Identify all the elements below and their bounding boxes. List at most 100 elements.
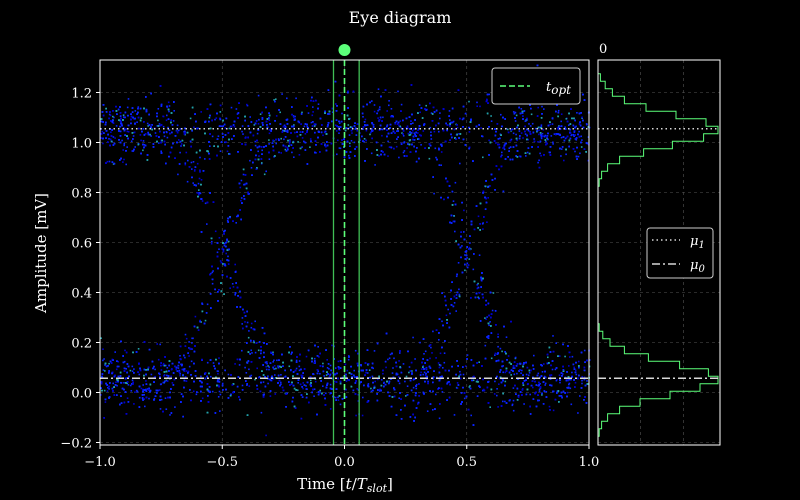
trace-sample (498, 143, 501, 146)
trace-sample (328, 113, 331, 115)
trace-sample (476, 101, 478, 104)
trace-sample (348, 355, 350, 357)
trace-sample (513, 113, 516, 115)
trace-sample (378, 155, 380, 157)
trace-sample (192, 337, 194, 340)
trace-sample (165, 379, 168, 382)
trace-sample (406, 147, 408, 149)
trace-sample (179, 151, 181, 154)
trace-sample (226, 150, 229, 153)
trace-sample (311, 114, 314, 117)
trace-sample (367, 383, 370, 385)
trace-sample (134, 146, 136, 148)
trace-sample (112, 136, 115, 138)
trace-sample (581, 375, 583, 378)
trace-sample (554, 368, 557, 371)
trace-sample (472, 268, 475, 271)
trace-sample (575, 373, 578, 376)
trace-sample (147, 125, 149, 127)
trace-sample (378, 120, 380, 122)
trace-sample (329, 373, 332, 376)
trace-sample (550, 135, 553, 137)
trace-sample (180, 143, 183, 145)
trace-sample (428, 157, 431, 160)
trace-sample (314, 131, 316, 134)
trace-sample (170, 375, 172, 378)
trace-sample (251, 352, 253, 354)
trace-sample (317, 370, 319, 372)
trace-sample (279, 365, 281, 368)
trace-sample (426, 410, 429, 412)
trace-sample (419, 134, 421, 136)
trace-sample (496, 394, 498, 397)
trace-sample (400, 103, 403, 106)
trace-sample (267, 375, 269, 377)
trace-sample (412, 386, 415, 389)
trace-sample (512, 387, 515, 389)
trace-sample (537, 141, 539, 143)
trace-sample (224, 127, 227, 129)
trace-sample (178, 139, 180, 141)
trace-sample (280, 383, 282, 386)
trace-sample (570, 378, 572, 381)
trace-sample (408, 371, 410, 374)
trace-sample (246, 103, 248, 106)
trace-sample (521, 369, 523, 372)
trace-sample (415, 387, 418, 390)
trace-sample (223, 244, 226, 247)
trace-sample (274, 374, 276, 376)
trace-sample (468, 246, 471, 249)
trace-sample (538, 399, 540, 402)
trace-sample (482, 389, 484, 392)
trace-sample (296, 389, 299, 391)
trace-sample (246, 104, 249, 107)
trace-sample (329, 393, 331, 395)
trace-sample (334, 367, 337, 369)
trace-sample (370, 390, 373, 393)
trace-sample (301, 137, 304, 139)
trace-sample (571, 355, 574, 358)
trace-sample (329, 383, 332, 386)
trace-sample (498, 383, 500, 385)
trace-sample (224, 263, 226, 265)
trace-sample (268, 119, 271, 121)
trace-sample (184, 162, 187, 164)
trace-sample (138, 396, 141, 399)
trace-sample (482, 228, 484, 230)
trace-sample (146, 122, 149, 125)
trace-sample (546, 137, 548, 140)
trace-sample (257, 150, 259, 153)
trace-sample (336, 153, 338, 156)
trace-sample (370, 152, 373, 155)
trace-sample (200, 375, 202, 378)
trace-sample (559, 128, 562, 130)
trace-sample (331, 111, 334, 113)
trace-sample (254, 378, 256, 381)
trace-sample (338, 147, 341, 149)
trace-sample (209, 145, 211, 147)
trace-sample (331, 344, 333, 347)
trace-sample (339, 403, 342, 406)
trace-sample (386, 124, 389, 126)
trace-sample (463, 397, 466, 400)
trace-sample (123, 158, 125, 161)
trace-sample (398, 397, 400, 399)
trace-sample (212, 362, 215, 364)
trace-sample (552, 409, 555, 412)
trace-sample (512, 111, 515, 113)
trace-sample (568, 382, 571, 385)
trace-sample (477, 296, 479, 299)
trace-sample (374, 164, 376, 166)
trace-sample (346, 378, 349, 381)
trace-sample (461, 118, 464, 121)
trace-sample (439, 352, 442, 355)
trace-sample (373, 350, 376, 352)
trace-sample (424, 374, 427, 376)
trace-sample (102, 348, 104, 350)
trace-sample (315, 152, 317, 154)
trace-sample (219, 150, 222, 152)
trace-sample (534, 127, 537, 130)
trace-sample (432, 377, 434, 380)
trace-sample (229, 287, 231, 289)
trace-sample (323, 131, 326, 134)
